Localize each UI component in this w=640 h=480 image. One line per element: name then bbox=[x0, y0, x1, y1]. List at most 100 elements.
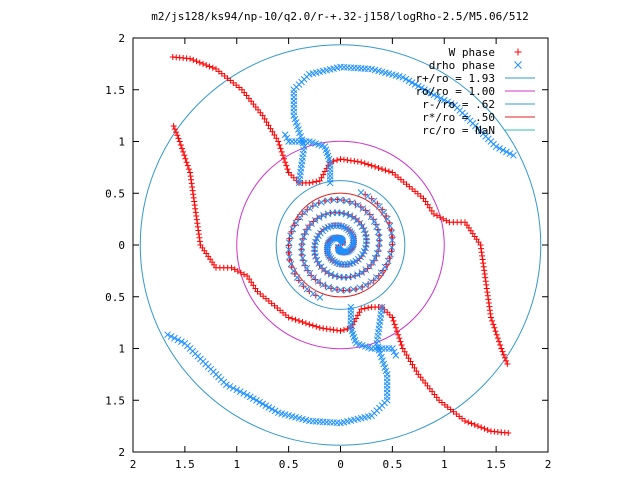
data-point bbox=[506, 150, 514, 157]
spiral-point bbox=[362, 281, 369, 289]
data-point bbox=[389, 345, 396, 352]
spiral-point bbox=[388, 243, 396, 251]
spiral-point bbox=[338, 222, 346, 230]
legend-label: r*/ro = .50 bbox=[422, 111, 495, 124]
data-point bbox=[306, 321, 313, 328]
data-point bbox=[358, 159, 365, 166]
data-point bbox=[382, 345, 389, 352]
spiral-point bbox=[388, 236, 396, 244]
data-point bbox=[243, 391, 251, 399]
data-point bbox=[195, 227, 202, 234]
data-point bbox=[503, 148, 510, 156]
data-point bbox=[478, 245, 485, 252]
spiral-point bbox=[367, 278, 375, 286]
spiral-point bbox=[315, 214, 323, 221]
data-point bbox=[393, 328, 400, 335]
legend-label: r-/ro = .62 bbox=[422, 98, 495, 111]
data-point bbox=[399, 73, 407, 81]
data-point bbox=[326, 169, 334, 176]
x-tick-label: 0.5 bbox=[382, 458, 402, 471]
data-point bbox=[323, 325, 330, 332]
data-point bbox=[402, 75, 410, 83]
spiral-point bbox=[388, 229, 395, 237]
data-series bbox=[164, 53, 517, 437]
spiral-point bbox=[364, 192, 372, 200]
spiral-point bbox=[343, 197, 350, 205]
spiral-point bbox=[386, 222, 394, 230]
data-point bbox=[316, 177, 323, 184]
spiral-point bbox=[290, 267, 297, 275]
spiral-point bbox=[285, 246, 293, 254]
data-point bbox=[347, 310, 355, 318]
data-point bbox=[326, 179, 334, 187]
data-point bbox=[356, 309, 363, 316]
data-point bbox=[213, 66, 219, 73]
data-point bbox=[188, 176, 195, 183]
x-tick-label: 1 bbox=[441, 458, 448, 471]
data-point bbox=[478, 249, 485, 256]
data-point bbox=[347, 314, 355, 321]
data-point bbox=[284, 166, 291, 173]
spiral-point bbox=[366, 262, 373, 270]
data-point bbox=[468, 420, 475, 427]
data-point bbox=[178, 338, 185, 345]
spiral-point bbox=[349, 285, 357, 293]
data-point bbox=[206, 63, 213, 70]
x-tick-label: 1.5 bbox=[175, 458, 195, 471]
data-point bbox=[361, 305, 368, 312]
y-tick-label: 1.5 bbox=[105, 394, 125, 407]
data-point bbox=[187, 169, 194, 176]
spiral-point bbox=[389, 234, 396, 241]
spiral-point bbox=[379, 206, 386, 213]
data-point bbox=[444, 98, 452, 106]
data-point bbox=[424, 201, 431, 208]
spiral-point bbox=[319, 281, 327, 289]
data-point bbox=[237, 269, 244, 276]
data-point bbox=[326, 172, 334, 180]
legend-label: W phase bbox=[449, 46, 495, 59]
spiral-point bbox=[318, 199, 325, 206]
spiral-point bbox=[358, 223, 366, 230]
data-point bbox=[316, 324, 323, 331]
data-point bbox=[443, 217, 450, 224]
data-point bbox=[503, 357, 510, 364]
spiral-point bbox=[337, 286, 345, 294]
spiral-point bbox=[285, 249, 292, 256]
data-point bbox=[485, 299, 492, 306]
data-point bbox=[182, 155, 189, 162]
data-point bbox=[481, 270, 488, 277]
spiral-point bbox=[286, 253, 293, 261]
data-point bbox=[191, 202, 198, 209]
data-point bbox=[477, 242, 484, 248]
data-point bbox=[193, 213, 200, 220]
data-point bbox=[408, 79, 416, 86]
data-point bbox=[474, 423, 481, 430]
data-point bbox=[368, 304, 375, 311]
data-point bbox=[440, 96, 448, 104]
spiral-point bbox=[299, 254, 307, 262]
data-point bbox=[340, 156, 347, 163]
data-point bbox=[471, 421, 478, 428]
data-point bbox=[492, 143, 500, 151]
data-point bbox=[283, 134, 291, 142]
spiral-point bbox=[377, 269, 385, 276]
spiral-point bbox=[298, 280, 306, 287]
data-point bbox=[351, 158, 358, 165]
data-point bbox=[167, 333, 175, 340]
data-point bbox=[483, 285, 490, 292]
spiral-point bbox=[380, 209, 388, 216]
data-point bbox=[181, 152, 188, 159]
spiral-point bbox=[315, 260, 323, 267]
spiral-point bbox=[323, 247, 331, 254]
data-point bbox=[282, 159, 289, 166]
data-point bbox=[169, 53, 176, 60]
data-point bbox=[427, 89, 435, 97]
data-point bbox=[382, 167, 389, 174]
data-point bbox=[196, 234, 203, 241]
data-point bbox=[306, 179, 313, 186]
data-point bbox=[233, 386, 241, 394]
data-point bbox=[497, 342, 504, 349]
data-point bbox=[226, 383, 234, 390]
data-point bbox=[484, 427, 491, 434]
y-tick-label: 0.5 bbox=[105, 187, 125, 200]
